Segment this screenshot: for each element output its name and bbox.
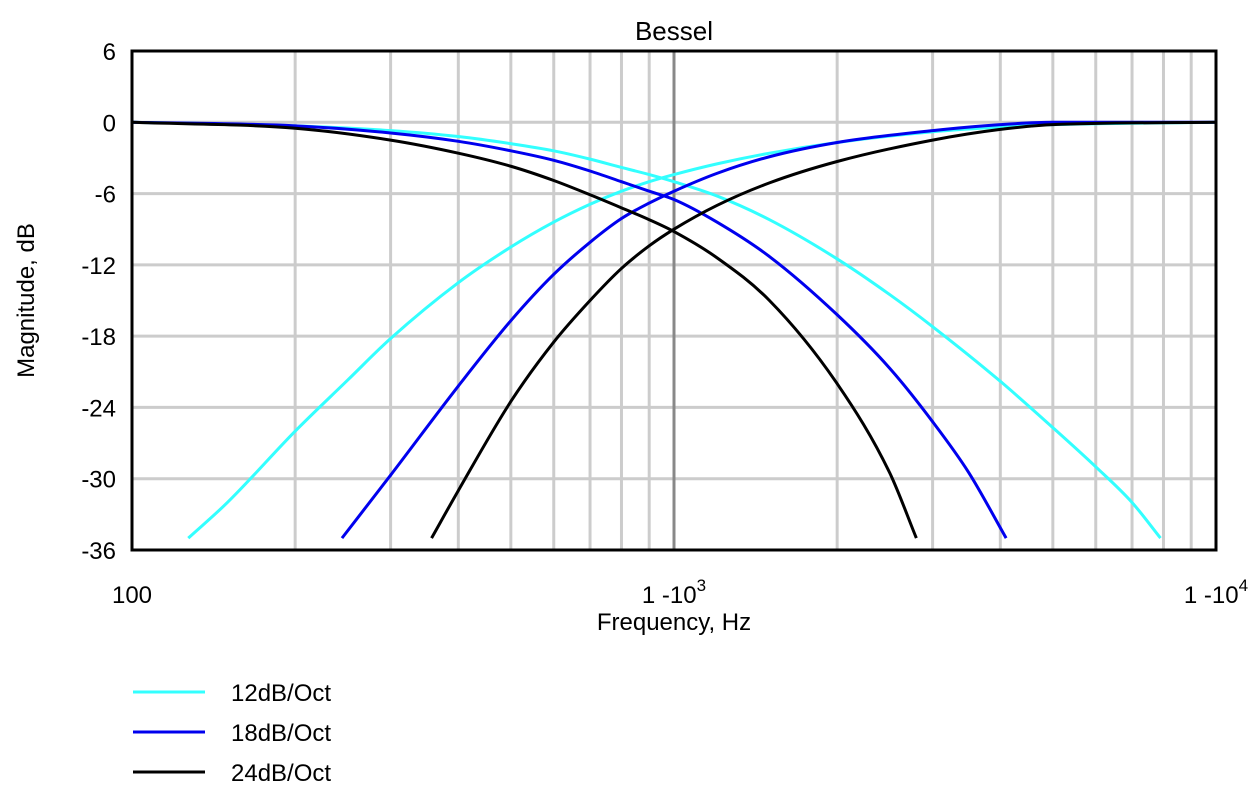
y-tick-label: -12 bbox=[81, 253, 116, 280]
series-line-2-highpass bbox=[340, 120, 1216, 540]
y-tick-label: -30 bbox=[81, 467, 116, 494]
y-tick-label: -24 bbox=[81, 395, 116, 422]
legend-label: 12dB/Oct bbox=[231, 680, 331, 707]
y-tick-label: 0 bbox=[103, 110, 116, 137]
y-tick-label: -6 bbox=[95, 182, 116, 209]
y-tick-label: 6 bbox=[103, 39, 116, 66]
chart-title: Bessel bbox=[635, 16, 713, 46]
y-axis-label: Magnitude, dB bbox=[13, 223, 40, 378]
series-line-3-highpass bbox=[430, 120, 1217, 539]
x-tick-label: 100 bbox=[112, 582, 152, 609]
x-tick-label: 1 -103 bbox=[642, 576, 706, 609]
legend: 12dB/Oct 18dB/Oct 24dB/Oct bbox=[133, 680, 331, 787]
series-line-1-highpass bbox=[187, 120, 1217, 540]
x-axis-label: Frequency, Hz bbox=[597, 609, 751, 636]
x-tick-labels: 100 1 -103 1 -104 bbox=[112, 576, 1248, 609]
curves bbox=[131, 120, 1217, 540]
y-tick-label: -18 bbox=[81, 324, 116, 351]
legend-label: 24dB/Oct bbox=[231, 760, 331, 787]
series-line-1-lowpass bbox=[131, 120, 1162, 540]
y-tick-label: -36 bbox=[81, 538, 116, 565]
series-line-2-lowpass bbox=[131, 120, 1008, 539]
series-line-3-lowpass bbox=[131, 120, 918, 539]
plot-frame bbox=[130, 49, 1218, 552]
y-tick-labels: 6 0 -6 -12 -18 -24 -30 -36 bbox=[81, 39, 116, 565]
x-tick-label: 1 -104 bbox=[1184, 576, 1248, 609]
legend-label: 18dB/Oct bbox=[231, 720, 331, 747]
